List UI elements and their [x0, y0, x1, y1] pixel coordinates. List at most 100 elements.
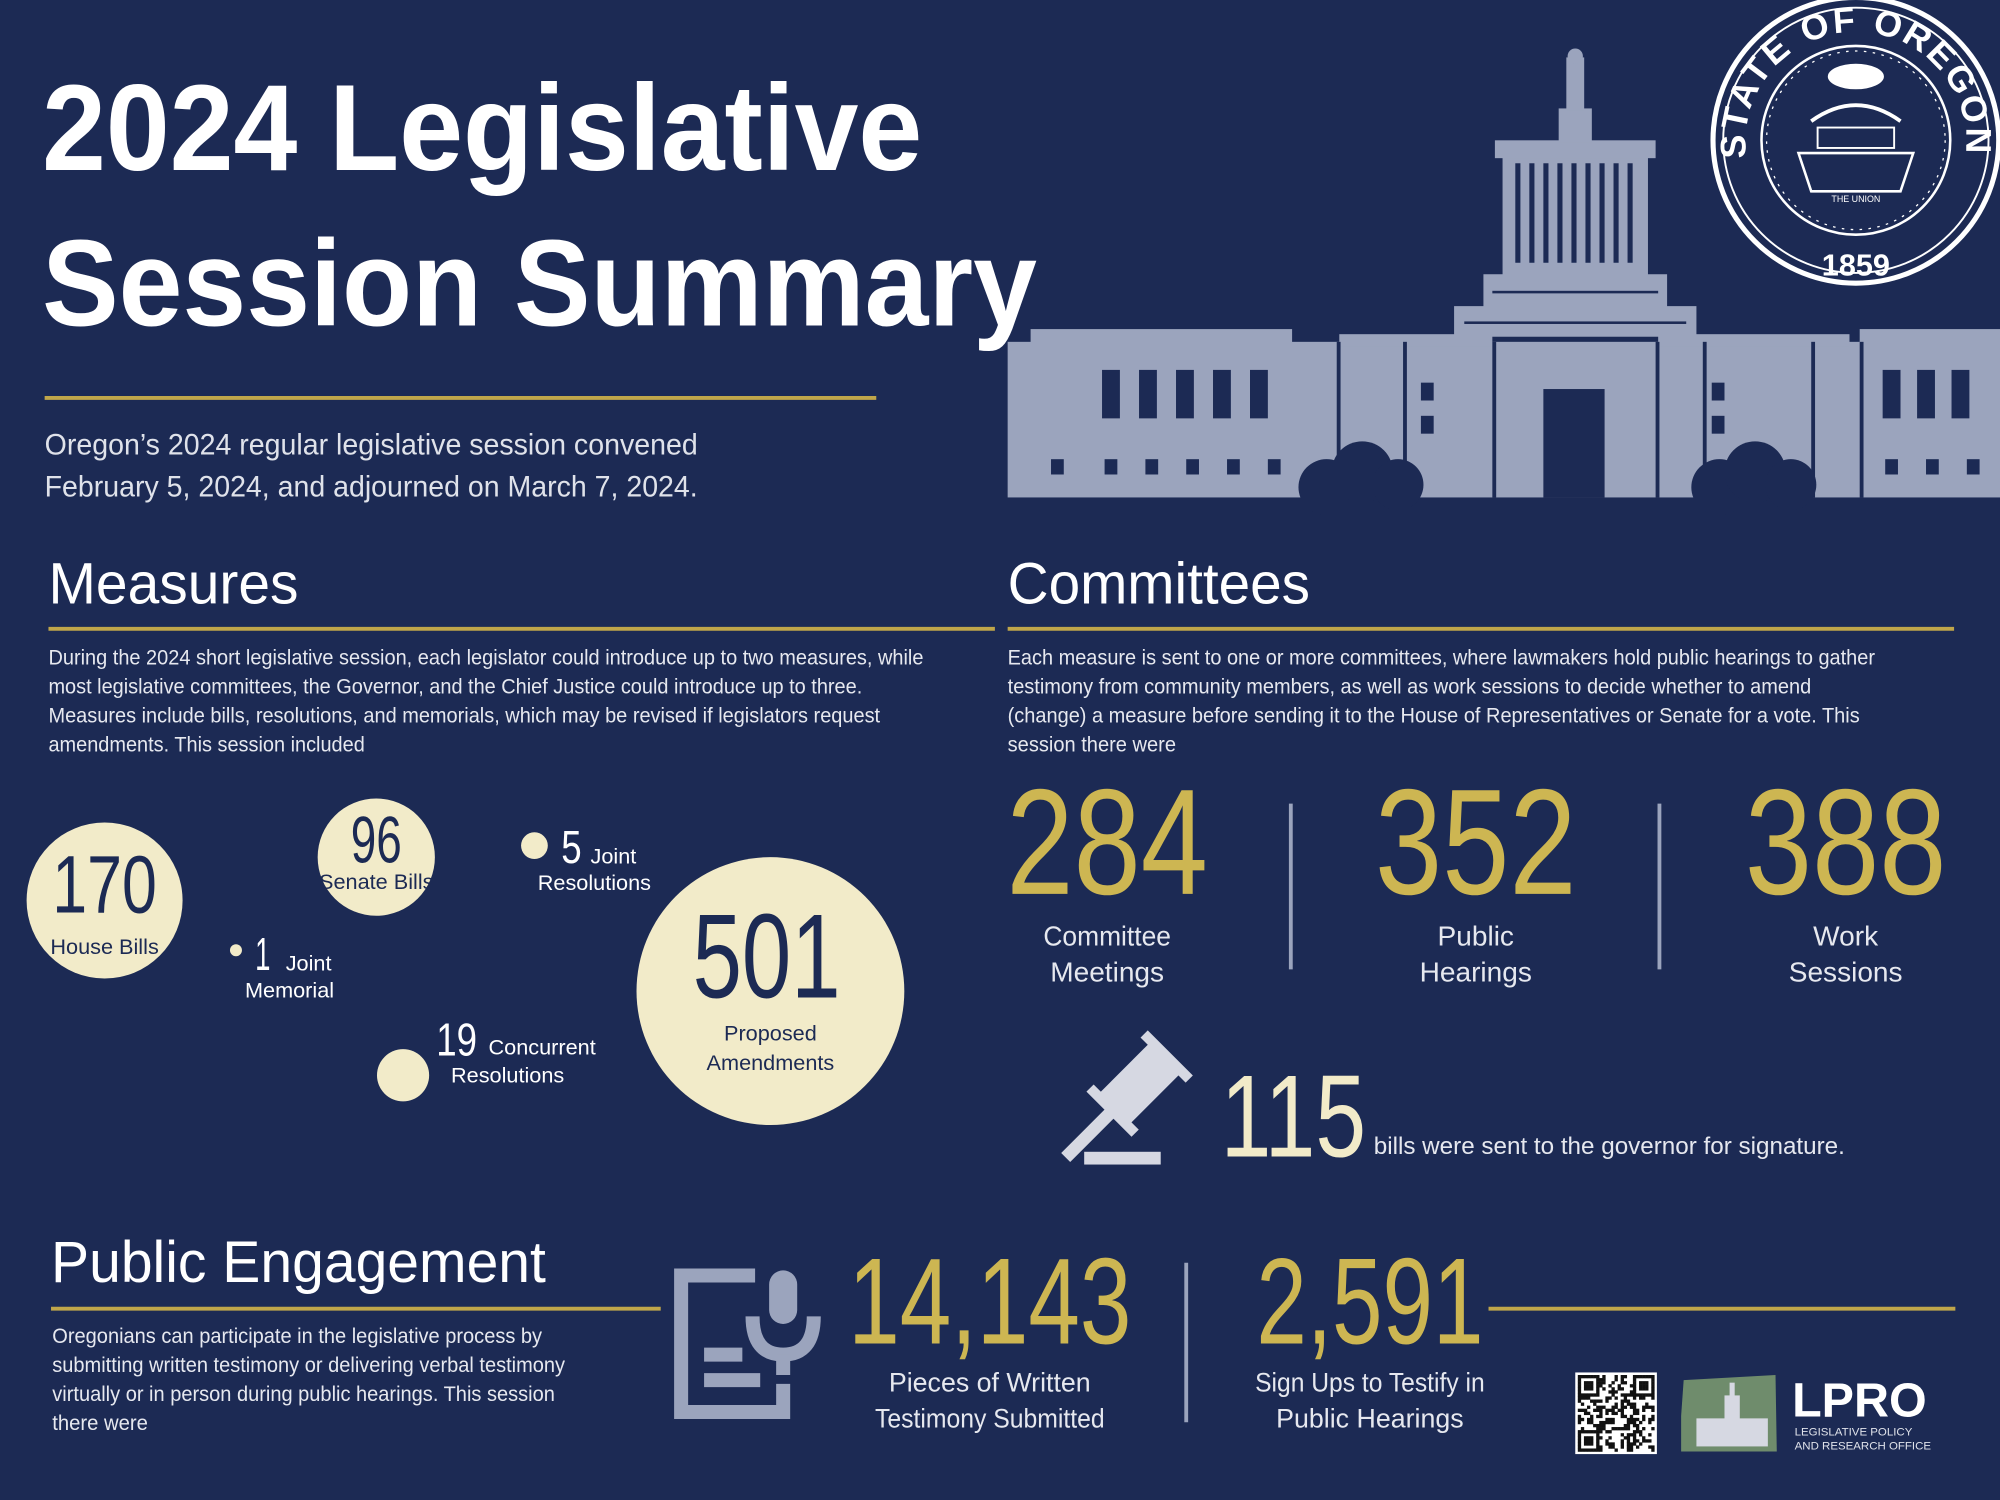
qr-cell [1639, 1433, 1643, 1437]
qr-cell [1648, 1405, 1652, 1409]
qr-cell [1639, 1430, 1643, 1434]
qr-cell [1602, 1405, 1606, 1409]
gavel-icon [1061, 1030, 1193, 1165]
rules [44, 396, 1956, 1311]
measure-count: 1 [255, 928, 270, 980]
committee-stat-label: Sessions [1789, 956, 1903, 987]
qr-cell [1580, 1375, 1585, 1379]
qr-cell [1605, 1430, 1609, 1434]
qr-cell [1583, 1381, 1588, 1385]
qr-cell [1620, 1411, 1624, 1416]
engagement-stat: 14,143 [848, 1233, 1131, 1370]
qr-cell [1614, 1405, 1618, 1409]
qr-cell [1599, 1445, 1603, 1449]
committee-stat: 388 [1745, 758, 1947, 926]
qr-cell [1580, 1393, 1585, 1397]
qr-cell [1596, 1448, 1600, 1452]
committee-stat-label: Hearings [1420, 956, 1532, 987]
governor-text: bills were sent to the governor for sign… [1374, 1133, 1845, 1160]
capitol-illustration [1007, 48, 2000, 498]
qr-cell [1593, 1402, 1597, 1406]
qr-cell [1620, 1381, 1624, 1385]
qr-cell [1599, 1378, 1603, 1382]
qr-cell [1642, 1439, 1646, 1443]
qr-cell [1629, 1442, 1634, 1446]
qr-cell [1583, 1430, 1588, 1434]
qr-cell [1590, 1448, 1594, 1452]
qr-cell [1617, 1384, 1621, 1388]
paragraph: testimony from community members, as wel… [1008, 676, 1812, 699]
qr-cell [1642, 1393, 1646, 1397]
qr-cell [1648, 1417, 1652, 1422]
qr-cell [1651, 1417, 1655, 1422]
qr-cell [1635, 1430, 1640, 1434]
qr-cell [1648, 1420, 1652, 1425]
qr-cell [1596, 1399, 1600, 1403]
qr-cell [1642, 1375, 1646, 1379]
qr-cell [1596, 1381, 1600, 1385]
qr-cell [1614, 1448, 1618, 1452]
measure-count: 501 [693, 890, 841, 1024]
qr-cell [1639, 1384, 1643, 1388]
qr-cell [1623, 1375, 1628, 1379]
qr-cell [1635, 1408, 1640, 1412]
engagement-stat-label: Sign Ups to Testify in [1255, 1368, 1485, 1398]
qr-cell [1651, 1408, 1655, 1412]
qr-cell [1590, 1399, 1594, 1403]
qr-cell [1593, 1399, 1597, 1403]
qr-cell [1608, 1430, 1612, 1434]
qr-cell [1645, 1384, 1649, 1388]
engagement-stat-label: Pieces of Written [889, 1368, 1091, 1398]
engagement-stat: 2,591 [1256, 1233, 1483, 1370]
qr-cell [1632, 1393, 1637, 1397]
qr-cell [1611, 1417, 1615, 1422]
qr-cell [1611, 1393, 1615, 1397]
qr-cell [1611, 1405, 1615, 1409]
qr-cell [1583, 1396, 1588, 1400]
qr-cell [1602, 1387, 1606, 1391]
qr-cell [1590, 1381, 1594, 1385]
qr-cell [1577, 1375, 1582, 1379]
qr-cell [1611, 1427, 1615, 1431]
qr-cell [1642, 1436, 1646, 1440]
qr-cell [1583, 1387, 1588, 1391]
qr-cell [1645, 1393, 1649, 1397]
qr-cell [1629, 1417, 1634, 1422]
qr-cell [1608, 1384, 1612, 1388]
qr-cell [1620, 1427, 1624, 1431]
qr-cell [1623, 1423, 1628, 1428]
qr-cell [1645, 1402, 1649, 1406]
qr-cell [1623, 1396, 1628, 1400]
qr-cell [1580, 1417, 1585, 1422]
qr-cell [1639, 1420, 1643, 1425]
qr-cell [1577, 1408, 1582, 1412]
testimony-icon [674, 1268, 821, 1420]
qr-cell [1642, 1381, 1646, 1385]
title: 2024 Legislative [42, 59, 922, 196]
qr-cell [1605, 1411, 1609, 1416]
qr-cell [1593, 1393, 1597, 1397]
qr-cell [1639, 1442, 1643, 1446]
qr-cell [1580, 1448, 1585, 1452]
qr-cell [1580, 1396, 1585, 1400]
qr-cell [1577, 1433, 1582, 1437]
qr-cell [1577, 1442, 1582, 1446]
qr-cell [1577, 1439, 1582, 1443]
qr-cell [1577, 1390, 1582, 1394]
qr-cell [1583, 1411, 1588, 1416]
qr-cell [1590, 1430, 1594, 1434]
measure-label: Senate Bills [319, 869, 434, 894]
qr-cell [1586, 1436, 1591, 1440]
seal-year: 1859 [1822, 248, 1890, 282]
qr-cell [1642, 1408, 1646, 1412]
qr-cell [1620, 1414, 1624, 1419]
qr-cell [1629, 1448, 1634, 1452]
qr-cell [1580, 1402, 1585, 1406]
qr-cell [1629, 1390, 1634, 1394]
qr-cell [1632, 1423, 1637, 1428]
qr-cell [1629, 1405, 1634, 1409]
measure-label: Joint [286, 951, 332, 976]
qr-cell [1596, 1408, 1600, 1412]
